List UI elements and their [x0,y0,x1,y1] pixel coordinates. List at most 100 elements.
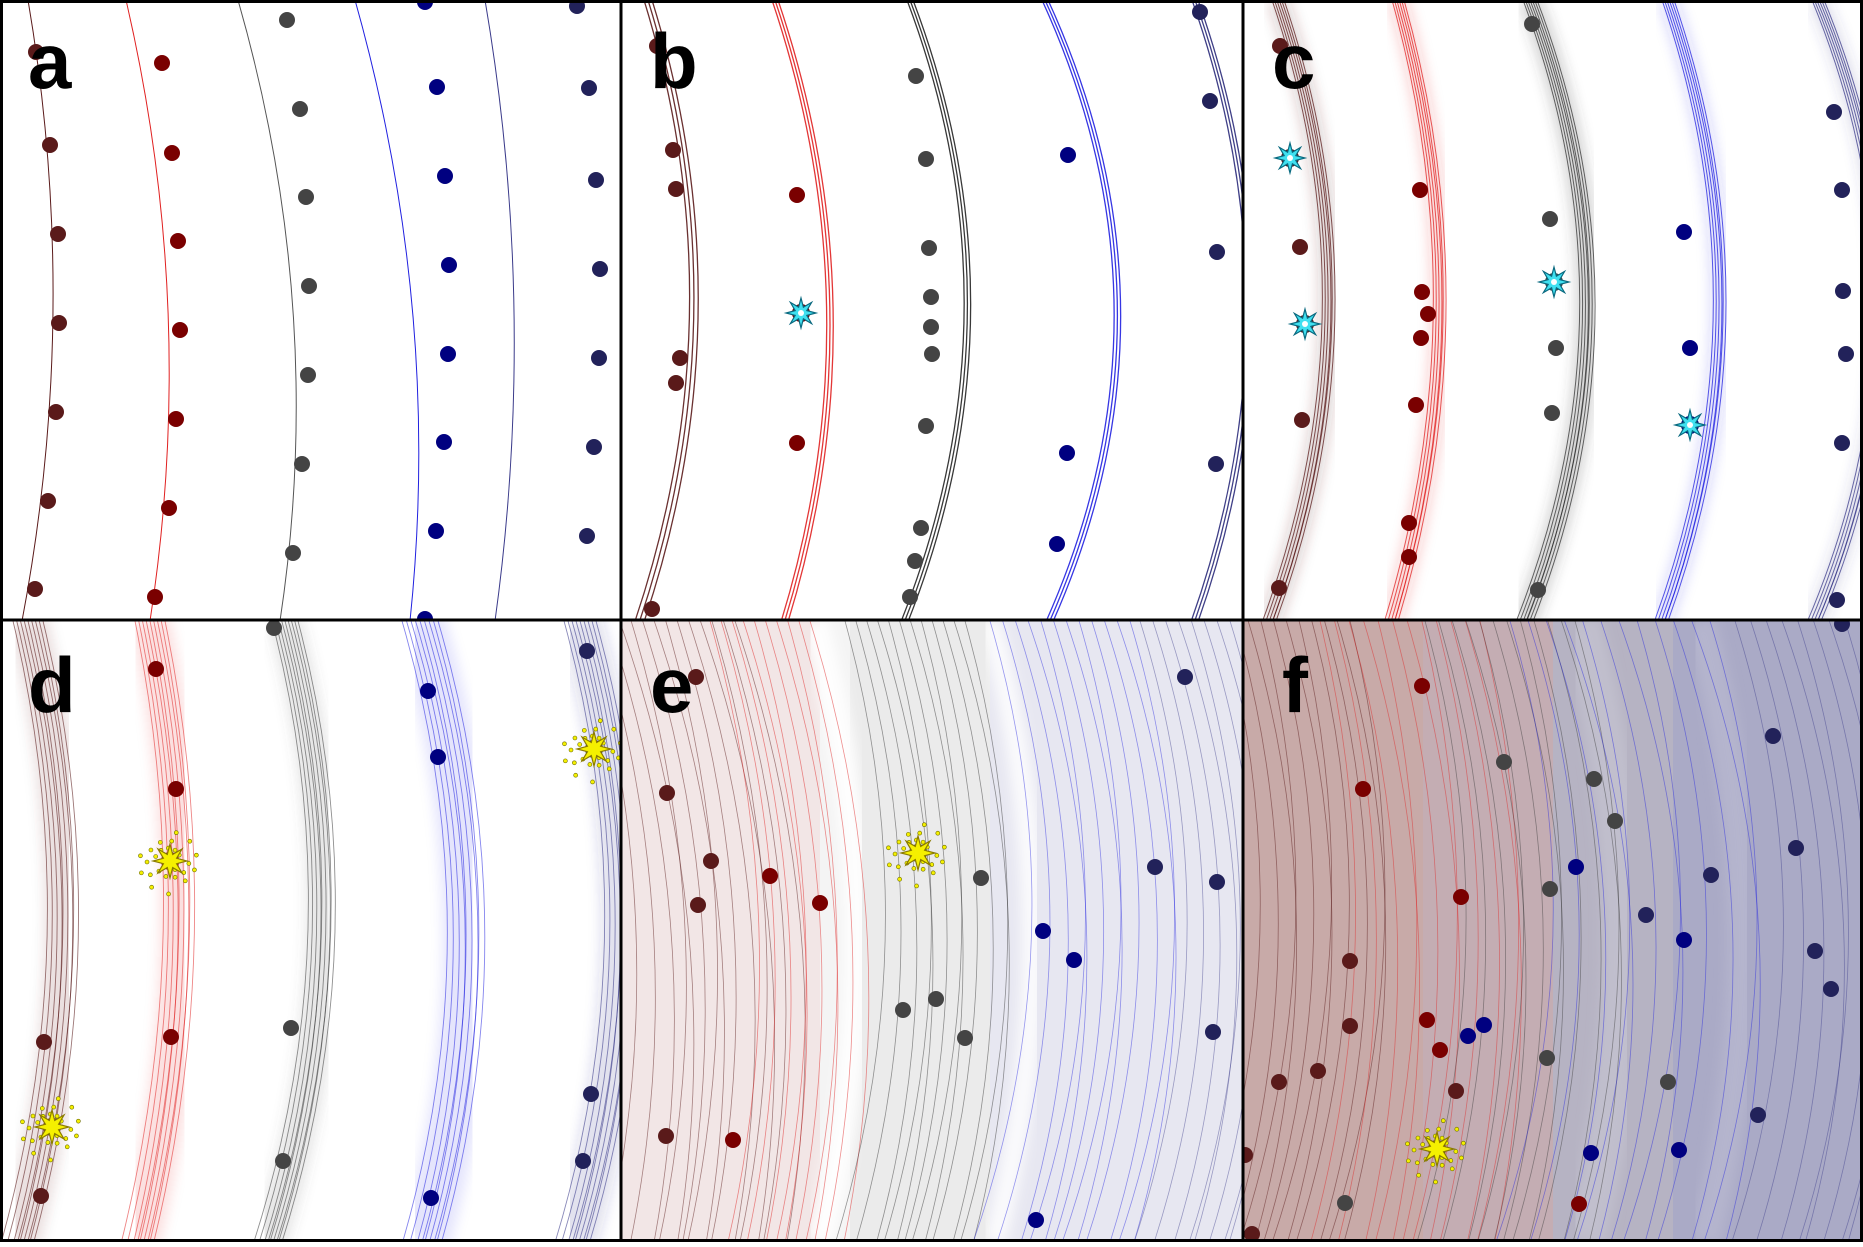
trajectory-line [900,0,965,621]
spark-dot [1416,1172,1421,1178]
data-point [918,151,934,167]
data-point [440,346,456,362]
trajectory-line [1152,621,1204,1242]
trajectory-line [139,621,179,1242]
spark-dot [897,876,902,882]
panel-label-a: a [28,17,72,105]
trajectory-line [1328,621,1386,1242]
data-point [1049,536,1065,552]
data-point [1432,1042,1448,1058]
spark-dot [1415,1135,1421,1141]
data-point [1355,781,1371,797]
data-point [275,1153,291,1169]
data-point [1059,445,1075,461]
trajectory-line [1271,621,1333,1242]
data-point [668,181,684,197]
trajectory-line [639,0,695,621]
data-point [1292,239,1308,255]
trajectory-line [1667,0,1727,621]
spark-dot [192,867,197,873]
spark-dot [1454,1126,1460,1132]
data-point [1583,1145,1599,1161]
panel-label-c: c [1272,17,1315,105]
trajectory-line [1533,621,1582,1242]
spark-dot [169,838,175,844]
data-point [923,289,939,305]
data-point [266,621,282,636]
spark-dot [887,862,892,868]
trajectory-line [1576,621,1631,1242]
trajectory-line [1828,621,1863,1242]
trajectory-line [931,621,978,1242]
data-point [1401,515,1417,531]
data-point [420,683,436,699]
data-point [902,589,918,605]
trajectory-line [1104,621,1158,1242]
trajectory-line [754,621,807,1242]
trajectory-line [19,621,63,1242]
trajectory-line [700,621,776,1242]
data-point [161,500,177,516]
trajectory-line [354,0,420,621]
trajectory-line [428,621,479,1242]
data-point [668,375,684,391]
trajectory-line [1766,621,1825,1242]
trajectory-line [1657,0,1717,621]
trajectory-line [1477,621,1524,1242]
trajectory-line [774,0,831,621]
trajectory-line [899,621,948,1242]
panel-f [1243,621,1863,1242]
spark-dot [64,1144,70,1150]
data-point [437,168,453,184]
trajectory-line [410,621,460,1242]
trajectory-line [1397,0,1447,621]
trajectory-line [1392,621,1439,1242]
spark-dot [187,838,193,844]
trajectory-line [630,621,687,1242]
trajectory-line [1522,0,1586,621]
data-point [1823,981,1839,997]
trajectory-line [835,621,886,1242]
trajectory-line [589,621,622,1242]
trajectory-line [1265,0,1326,621]
data-point [1448,1083,1464,1099]
trajectory-line [777,0,834,621]
data-point [649,38,665,54]
trajectory-band [1652,0,1730,621]
data-point [1177,669,1193,685]
panel-e [622,621,1243,1242]
data-point [1496,754,1512,770]
trajectory-line [1560,621,1622,1242]
data-point [1826,104,1842,120]
trajectory-line [237,0,297,621]
trajectory-line [1519,0,1584,621]
trajectory-line [120,621,164,1242]
spark-dot [30,1138,35,1144]
trajectory-line [1188,621,1241,1242]
spark-dot [1453,1149,1459,1154]
trajectory-line [1512,621,1562,1242]
spark-dot [934,853,940,858]
spark-dot [1425,1128,1430,1133]
trajectory-line [276,621,332,1242]
trajectory-line [267,621,323,1242]
trajectory-line [907,0,972,621]
panel-d [0,621,622,1242]
data-point [283,1020,299,1036]
spark-dot [606,766,612,772]
trajectory-line [1450,621,1500,1242]
data-point [579,528,595,544]
data-point [36,1034,52,1050]
spark-dot [1406,1158,1411,1164]
trajectory-line [1272,0,1333,621]
shaded-region [1243,621,1423,1242]
trajectory-line [1451,621,1507,1242]
shaded-region [1673,621,1863,1242]
spark-dot [149,884,154,890]
data-point [168,411,184,427]
trajectory-line [643,0,699,621]
trajectory-line [1506,621,1564,1242]
trajectory-line [1664,0,1724,621]
spark-dot [51,1104,57,1110]
spark-dot [596,735,602,741]
